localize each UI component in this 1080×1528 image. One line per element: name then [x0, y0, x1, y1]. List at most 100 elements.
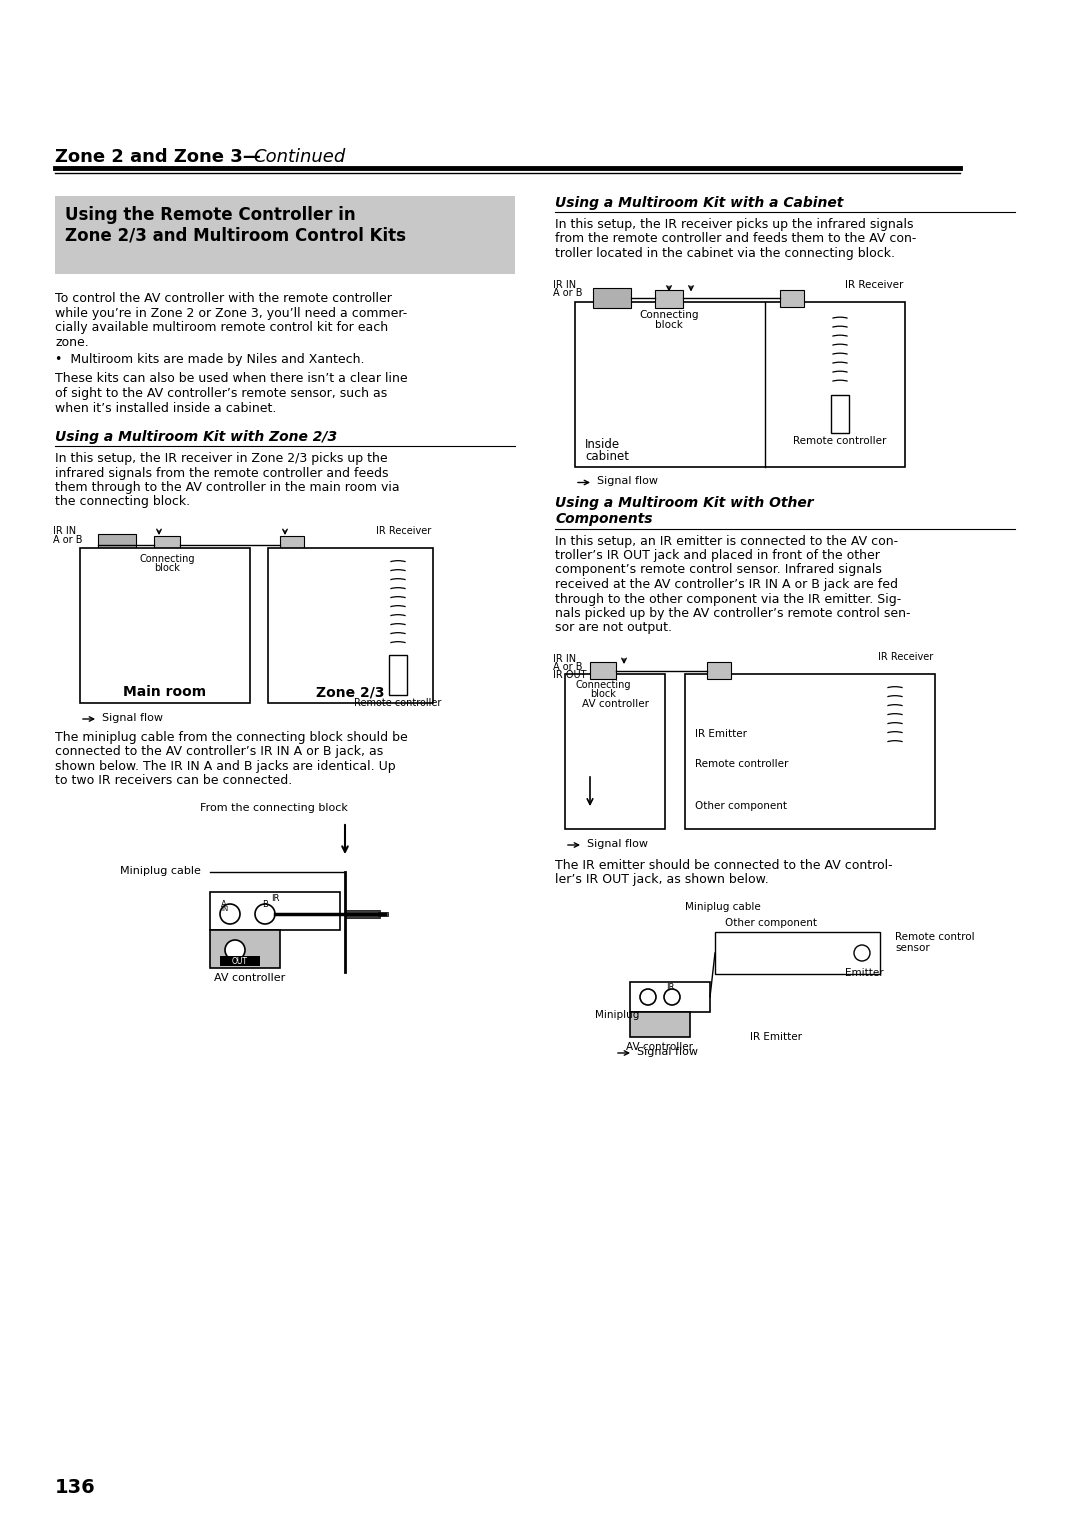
- Text: Remote control: Remote control: [895, 932, 974, 941]
- Circle shape: [255, 905, 275, 924]
- Text: to two IR receivers can be connected.: to two IR receivers can be connected.: [55, 775, 293, 787]
- Text: IR Emitter: IR Emitter: [696, 729, 747, 740]
- Bar: [575, 301, 905, 466]
- Text: IR: IR: [271, 894, 280, 903]
- Text: Connecting: Connecting: [639, 310, 699, 319]
- Bar: [630, 983, 710, 1012]
- Text: AV controller: AV controller: [581, 698, 648, 709]
- Text: Signal flow: Signal flow: [588, 839, 648, 850]
- Text: IR Emitter: IR Emitter: [750, 1031, 802, 1042]
- Text: The miniplug cable from the connecting block should be: The miniplug cable from the connecting b…: [55, 730, 408, 744]
- Text: IR Receiver: IR Receiver: [376, 526, 431, 536]
- Text: received at the AV controller’s IR IN A or B jack are fed: received at the AV controller’s IR IN A …: [555, 578, 897, 591]
- Text: The IR emitter should be connected to the AV control-: The IR emitter should be connected to th…: [555, 859, 893, 872]
- Text: ler’s IR OUT jack, as shown below.: ler’s IR OUT jack, as shown below.: [555, 874, 769, 886]
- Text: Using a Multiroom Kit with a Cabinet: Using a Multiroom Kit with a Cabinet: [555, 196, 843, 209]
- Bar: [154, 536, 180, 553]
- Text: from the remote controller and feeds them to the AV con-: from the remote controller and feeds the…: [555, 232, 916, 246]
- Text: Remote controller: Remote controller: [696, 759, 788, 769]
- Text: infrared signals from the remote controller and feeds: infrared signals from the remote control…: [55, 466, 389, 480]
- Text: These kits can also be used when there isn’t a clear line: These kits can also be used when there i…: [55, 373, 407, 385]
- Bar: [345, 911, 380, 918]
- Text: while you’re in Zone 2 or Zone 3, you’ll need a commer-: while you’re in Zone 2 or Zone 3, you’ll…: [55, 307, 407, 319]
- Text: A or B: A or B: [553, 662, 582, 672]
- Text: cabinet: cabinet: [585, 451, 629, 463]
- Text: IR: IR: [665, 983, 674, 992]
- Text: A or B: A or B: [53, 535, 82, 545]
- Text: A: A: [221, 900, 227, 909]
- Text: AV controller: AV controller: [214, 973, 285, 983]
- Circle shape: [854, 944, 870, 961]
- Circle shape: [225, 940, 245, 960]
- Text: Connecting: Connecting: [139, 555, 194, 564]
- Text: when it’s installed inside a cabinet.: when it’s installed inside a cabinet.: [55, 402, 276, 414]
- Text: troller’s IR OUT jack and placed in front of the other: troller’s IR OUT jack and placed in fron…: [555, 549, 880, 562]
- Text: of sight to the AV controller’s remote sensor, such as: of sight to the AV controller’s remote s…: [55, 387, 388, 400]
- Text: IR IN: IR IN: [553, 654, 576, 665]
- Bar: [780, 289, 804, 307]
- Text: Main room: Main room: [123, 685, 206, 698]
- Text: •  Multiroom kits are made by Niles and Xantech.: • Multiroom kits are made by Niles and X…: [55, 353, 365, 367]
- Text: 136: 136: [55, 1478, 96, 1497]
- Text: sor are not output.: sor are not output.: [555, 622, 672, 634]
- Bar: [280, 536, 303, 553]
- Text: IR Receiver: IR Receiver: [845, 280, 903, 289]
- Text: Components: Components: [555, 512, 652, 527]
- Text: troller located in the cabinet via the connecting block.: troller located in the cabinet via the c…: [555, 248, 895, 260]
- Text: the connecting block.: the connecting block.: [55, 495, 190, 509]
- Text: Signal flow: Signal flow: [102, 714, 163, 723]
- Text: Other component: Other component: [725, 918, 816, 927]
- Text: Continued: Continued: [253, 148, 346, 167]
- Bar: [565, 674, 665, 830]
- Bar: [831, 394, 849, 432]
- Text: OUT: OUT: [232, 957, 248, 966]
- Bar: [80, 549, 249, 703]
- Bar: [685, 674, 935, 830]
- Text: In this setup, an IR emitter is connected to the AV con-: In this setup, an IR emitter is connecte…: [555, 535, 899, 547]
- Text: In this setup, the IR receiver picks up the infrared signals: In this setup, the IR receiver picks up …: [555, 219, 914, 231]
- Text: Signal flow: Signal flow: [597, 477, 658, 486]
- Text: Using a Multiroom Kit with Other: Using a Multiroom Kit with Other: [555, 497, 813, 510]
- Text: Remote controller: Remote controller: [354, 698, 442, 707]
- Text: Zone 2/3 and Multiroom Control Kits: Zone 2/3 and Multiroom Control Kits: [65, 226, 406, 244]
- Text: Using a Multiroom Kit with Zone 2/3: Using a Multiroom Kit with Zone 2/3: [55, 429, 337, 445]
- Text: zone.: zone.: [55, 336, 89, 348]
- Text: IR Receiver: IR Receiver: [878, 652, 933, 662]
- Text: In this setup, the IR receiver in Zone 2/3 picks up the: In this setup, the IR receiver in Zone 2…: [55, 452, 388, 465]
- Circle shape: [640, 989, 656, 1005]
- Bar: [590, 662, 616, 678]
- Bar: [268, 549, 433, 703]
- Text: Remote controller: Remote controller: [794, 435, 887, 446]
- Bar: [98, 533, 136, 555]
- Text: Other component: Other component: [696, 801, 787, 811]
- Bar: [389, 656, 407, 695]
- Text: Connecting: Connecting: [576, 680, 631, 691]
- Text: block: block: [154, 562, 180, 573]
- Bar: [55, 196, 515, 274]
- Text: block: block: [656, 319, 683, 330]
- Bar: [210, 931, 280, 969]
- Text: them through to the AV controller in the main room via: them through to the AV controller in the…: [55, 481, 400, 494]
- Text: nals picked up by the AV controller’s remote control sen-: nals picked up by the AV controller’s re…: [555, 607, 910, 620]
- Text: Zone 2/3: Zone 2/3: [316, 685, 384, 698]
- Text: Zone 2 and Zone 3—: Zone 2 and Zone 3—: [55, 148, 261, 167]
- Text: IR IN: IR IN: [53, 526, 76, 536]
- Bar: [707, 662, 731, 678]
- Text: A or B: A or B: [553, 289, 582, 298]
- Bar: [220, 957, 260, 966]
- Text: component’s remote control sensor. Infrared signals: component’s remote control sensor. Infra…: [555, 564, 882, 576]
- Text: Inside: Inside: [585, 439, 620, 451]
- Bar: [630, 1012, 690, 1038]
- Bar: [210, 892, 340, 931]
- Bar: [654, 289, 683, 307]
- Text: To control the AV controller with the remote controller: To control the AV controller with the re…: [55, 292, 392, 306]
- Text: Miniplug cable: Miniplug cable: [120, 866, 201, 876]
- Text: cially available multiroom remote control kit for each: cially available multiroom remote contro…: [55, 321, 388, 335]
- Text: Miniplug cable: Miniplug cable: [685, 902, 760, 912]
- Text: IR OUT: IR OUT: [553, 669, 586, 680]
- Text: Miniplug: Miniplug: [595, 1010, 639, 1021]
- Text: sensor: sensor: [895, 943, 930, 953]
- Bar: [593, 287, 631, 307]
- Text: connected to the AV controller’s IR IN A or B jack, as: connected to the AV controller’s IR IN A…: [55, 746, 383, 758]
- Circle shape: [664, 989, 680, 1005]
